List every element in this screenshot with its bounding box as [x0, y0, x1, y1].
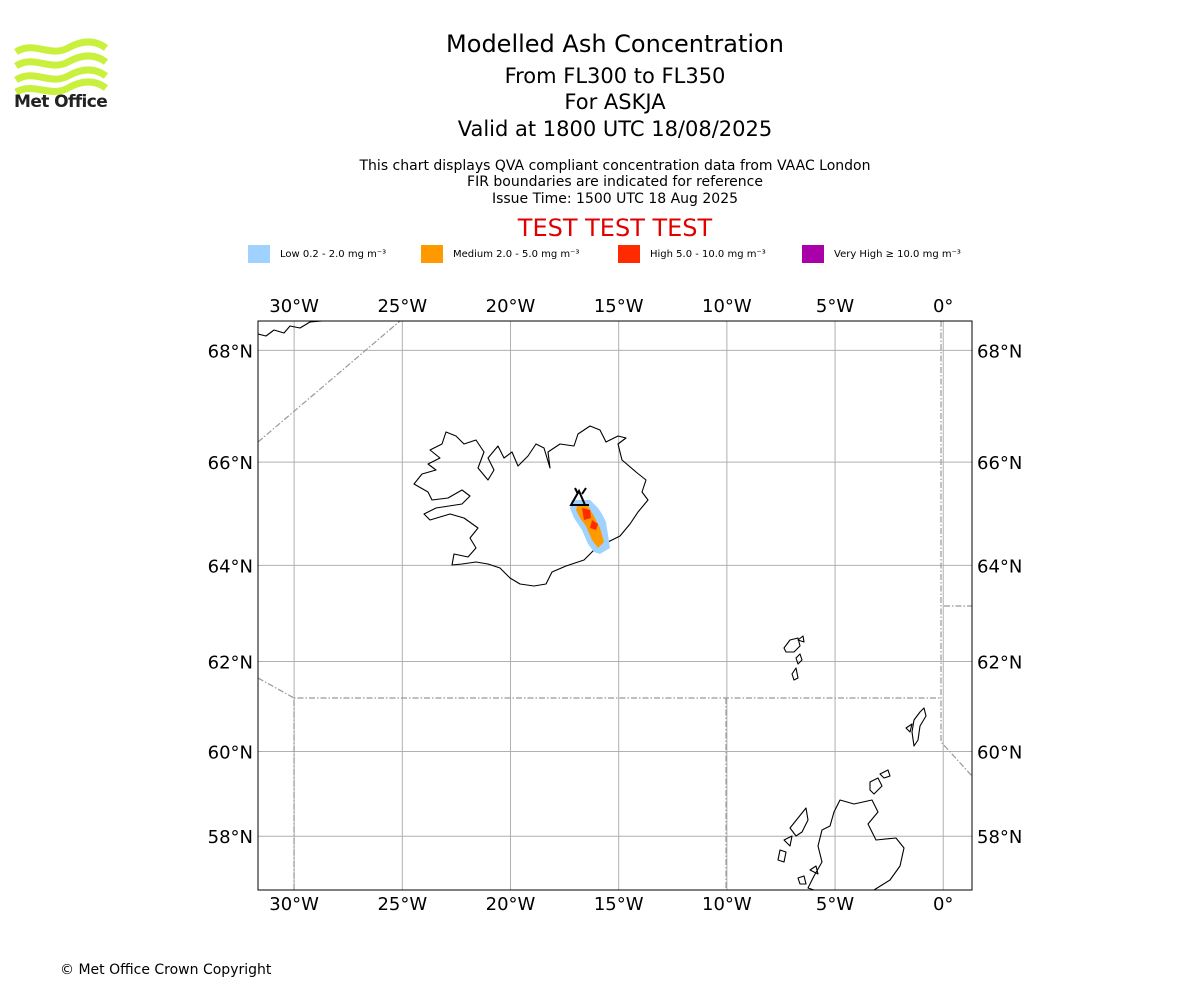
lon-tick-label: 20°W — [486, 894, 536, 915]
ash-concentration-map: 30°W 30°W 25°W 25°W 20°W 20°W 15°W 15°W 10°W 10°W… — [208, 296, 1023, 915]
volcano-marker-icon — [569, 487, 589, 506]
lon-tick-label: 20°W — [486, 296, 536, 317]
logo-text: Met Office — [14, 92, 108, 112]
lon-tick-label: 25°W — [377, 894, 427, 915]
lat-tick-label: 68°N — [208, 341, 253, 362]
lon-tick-label: 0° — [933, 296, 953, 317]
legend-swatch-medium — [421, 245, 443, 263]
copyright-text: © Met Office Crown Copyright — [60, 962, 272, 978]
met-office-logo-icon — [14, 38, 109, 96]
ash-plume — [570, 500, 610, 554]
map-frame — [257, 320, 973, 891]
lon-tick-label: 0° — [933, 894, 953, 915]
flight-level-range: From FL300 to FL350 — [504, 64, 726, 88]
tick-labels: 30°W 30°W 25°W 25°W 20°W 20°W 15°W 15°W 10°W 10°W… — [208, 296, 1023, 915]
lat-tick-label: 68°N — [977, 341, 1022, 362]
lon-tick-label: 15°W — [594, 296, 644, 317]
gridlines — [258, 321, 972, 890]
lat-tick-label: 62°N — [977, 653, 1022, 674]
map-background — [258, 321, 972, 890]
fir-boundaries — [258, 321, 972, 890]
ash-high-area — [590, 520, 598, 530]
valid-time: Valid at 1800 UTC 18/08/2025 — [457, 117, 773, 141]
test-banner: TEST TEST TEST — [517, 214, 713, 242]
lat-tick-label: 58°N — [977, 827, 1022, 848]
lon-tick-label: 10°W — [702, 894, 752, 915]
lon-tick-label: 15°W — [594, 894, 644, 915]
lat-tick-label: 66°N — [208, 453, 253, 474]
legend-swatch-very-high — [802, 245, 824, 263]
legend-item-low: Low 0.2 - 2.0 mg m⁻³ — [248, 244, 386, 264]
ash-medium-area — [576, 504, 604, 548]
lon-tick-label: 5°W — [816, 894, 854, 915]
legend-item-very-high: Very High ≥ 10.0 mg m⁻³ — [802, 244, 961, 264]
lat-tick-label: 58°N — [208, 827, 253, 848]
legend-item-high: High 5.0 - 10.0 mg m⁻³ — [618, 244, 766, 264]
lat-tick-label: 66°N — [977, 453, 1022, 474]
volcano-name: For ASKJA — [564, 90, 666, 114]
legend-label: High 5.0 - 10.0 mg m⁻³ — [650, 248, 766, 260]
lon-tick-label: 30°W — [269, 894, 319, 915]
legend-item-medium: Medium 2.0 - 5.0 mg m⁻³ — [421, 244, 579, 264]
lon-tick-label: 5°W — [816, 296, 854, 317]
lat-tick-label: 64°N — [977, 556, 1022, 577]
lat-tick-label: 64°N — [208, 556, 253, 577]
lat-tick-label: 60°N — [208, 743, 253, 764]
legend-label: Low 0.2 - 2.0 mg m⁻³ — [280, 248, 387, 260]
lat-tick-label: 60°N — [977, 743, 1022, 764]
issue-time: Issue Time: 1500 UTC 18 Aug 2025 — [491, 191, 739, 207]
lon-tick-label: 25°W — [377, 296, 427, 317]
lon-tick-label: 30°W — [269, 296, 319, 317]
note-line: This chart displays QVA compliant concen… — [359, 158, 871, 174]
legend-swatch-high — [618, 245, 640, 263]
ash-high-area — [582, 508, 591, 520]
lat-tick-label: 62°N — [208, 653, 253, 674]
lon-tick-label: 10°W — [702, 296, 752, 317]
legend-swatch-low — [248, 245, 270, 263]
note-line: FIR boundaries are indicated for referen… — [467, 174, 763, 190]
chart-title: Modelled Ash Concentration — [446, 30, 784, 58]
legend-label: Very High ≥ 10.0 mg m⁻³ — [834, 248, 961, 260]
legend-label: Medium 2.0 - 5.0 mg m⁻³ — [453, 248, 580, 260]
